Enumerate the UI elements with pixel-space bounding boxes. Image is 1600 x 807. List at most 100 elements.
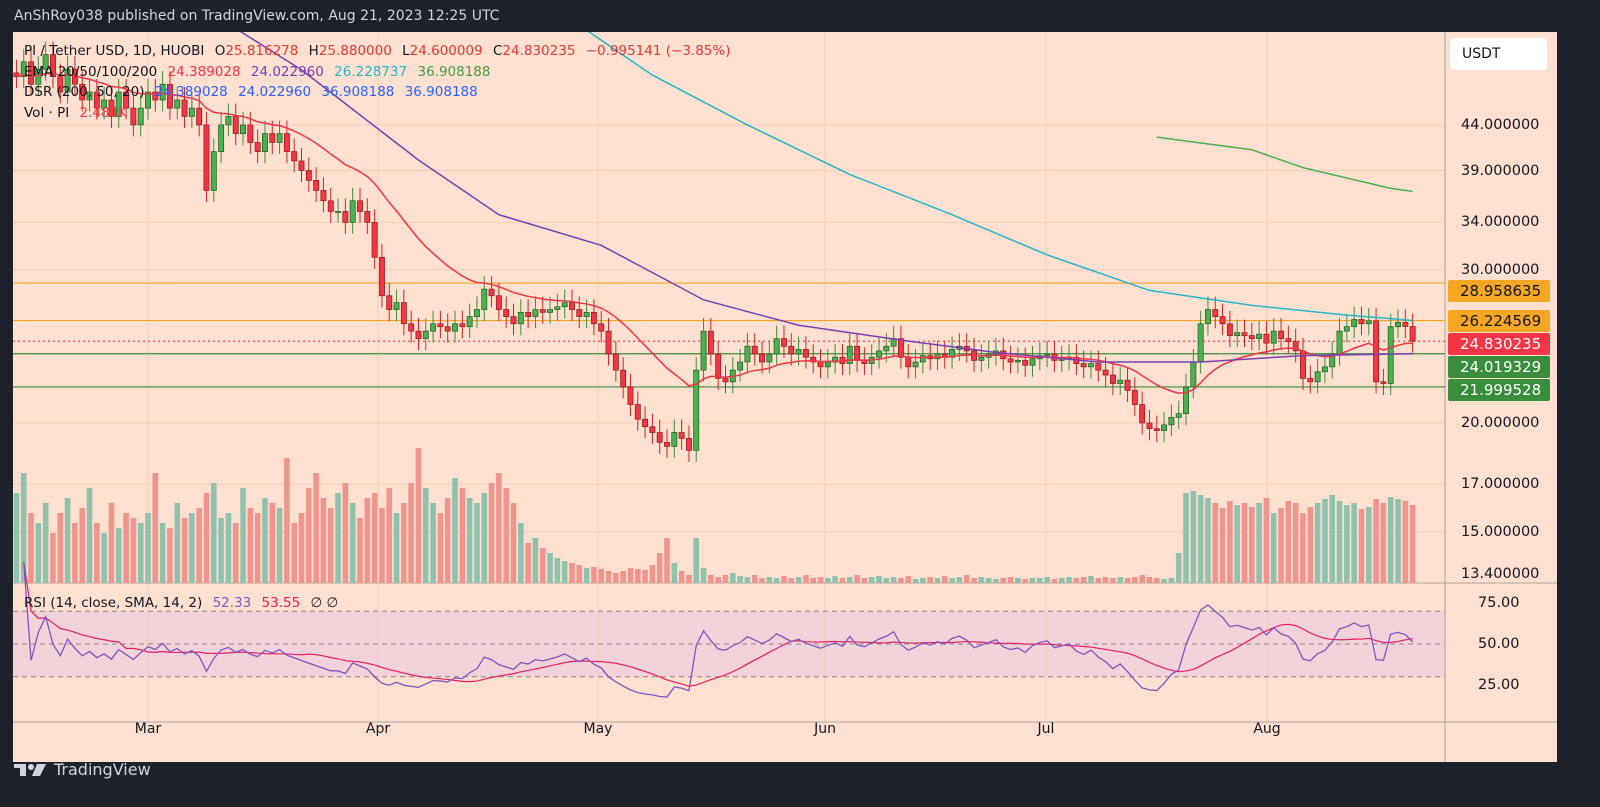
volume-bar <box>86 488 93 583</box>
candle <box>561 289 568 319</box>
candle-body <box>283 133 290 152</box>
candle <box>503 296 510 329</box>
price-level-label: 26.224569 <box>1448 309 1550 332</box>
candle-body <box>590 311 597 325</box>
volume-bar <box>254 513 261 583</box>
candle-body <box>57 76 64 93</box>
candle-body <box>495 295 502 310</box>
volume-bar <box>218 518 224 583</box>
volume-bar <box>1263 498 1270 583</box>
candle <box>1351 306 1358 339</box>
candle <box>627 373 634 417</box>
candle <box>342 198 349 234</box>
symbol-name[interactable]: PI / Tether USD, 1D, HUOBI <box>24 43 205 59</box>
volume-bar <box>1183 493 1189 583</box>
price-tick-label: 30.000000 <box>1461 261 1540 278</box>
candle <box>1014 347 1021 374</box>
candle-body <box>883 345 890 352</box>
candle-body <box>364 211 371 223</box>
ema100-value: 26.228737 <box>334 64 408 80</box>
volume-bar <box>196 508 202 583</box>
price-level-label: 21.999528 <box>1448 378 1550 401</box>
candle-body <box>327 200 334 212</box>
rsi-legend[interactable]: RSI (14, close, SMA, 14, 2) 52.33 53.55 … <box>24 595 344 611</box>
candle <box>452 310 458 343</box>
candle <box>269 120 276 155</box>
candle <box>430 310 437 343</box>
candle-body <box>554 306 561 310</box>
volume-bar <box>1365 507 1372 583</box>
candle-body <box>1183 386 1189 414</box>
volume-label: Vol · PI <box>24 105 70 121</box>
candle-body <box>1336 330 1343 355</box>
candle <box>57 63 64 104</box>
volume-bar <box>371 493 378 583</box>
candle <box>1007 345 1014 374</box>
candle-body <box>1314 371 1321 383</box>
volume-bar <box>781 576 787 583</box>
volume-bar <box>934 578 941 583</box>
volume-bar <box>1205 498 1211 583</box>
candle-body <box>123 91 130 109</box>
candle <box>437 310 444 339</box>
volume-bar <box>1314 503 1321 583</box>
bottom-bar <box>0 762 1600 807</box>
candle <box>240 111 246 146</box>
ema-legend[interactable]: EMA 20/50/100/200 24.389028 24.022960 26… <box>24 64 497 80</box>
currency-button[interactable]: USDT <box>1450 38 1547 70</box>
volume-bar <box>605 571 612 583</box>
volume-bar <box>1007 577 1014 583</box>
candle <box>620 357 627 399</box>
candle-body <box>1329 353 1336 368</box>
time-tick-label: Mar <box>134 721 162 737</box>
candle-body <box>612 353 619 371</box>
candle-body <box>876 350 882 358</box>
rsi-tick-label: 75.00 <box>1478 595 1520 611</box>
candle <box>1124 367 1131 402</box>
candle-body <box>576 309 583 317</box>
volume-bar <box>181 518 188 583</box>
volume-bar <box>1300 513 1306 583</box>
volume-bar <box>539 548 546 583</box>
volume-bar <box>298 513 305 583</box>
dsr-legend[interactable]: DSR (200, 50, 20) 24.389028 24.022960 36… <box>24 84 484 100</box>
candle-body <box>1022 360 1029 366</box>
candle <box>1117 367 1124 396</box>
candle-body <box>949 349 956 358</box>
candle-body <box>503 309 510 317</box>
candle <box>1234 319 1241 348</box>
volume-bar <box>159 523 166 583</box>
volume-bar <box>145 513 151 583</box>
ema20-line <box>16 72 1413 394</box>
candle-body <box>598 323 605 332</box>
volume-bar <box>152 473 159 583</box>
candle <box>612 341 619 382</box>
candle-body <box>649 426 656 433</box>
volume-legend[interactable]: Vol · PI 2.484K <box>24 105 133 121</box>
candle-body <box>298 160 305 171</box>
candle-body <box>1307 378 1314 383</box>
volume-bar <box>306 488 312 583</box>
candle-body <box>766 353 773 363</box>
ema100-line <box>556 9 1413 322</box>
volume-bar <box>72 523 78 583</box>
candle <box>42 41 49 81</box>
candle-body <box>1175 413 1182 418</box>
volume-bar <box>1329 495 1336 583</box>
candle <box>291 138 298 173</box>
candle <box>108 86 115 128</box>
left-border <box>0 32 13 807</box>
candle-body <box>700 330 707 371</box>
candle <box>1088 350 1094 379</box>
candle-body <box>1102 369 1109 376</box>
volume-bar <box>583 568 590 583</box>
candle <box>517 299 524 336</box>
candle-body <box>262 133 268 152</box>
candle-body <box>759 353 765 363</box>
volume-bar <box>832 576 838 583</box>
candle <box>671 419 678 458</box>
candle-body <box>152 91 159 101</box>
tradingview-logo[interactable]: TradingView <box>14 760 151 779</box>
candle <box>422 318 429 351</box>
